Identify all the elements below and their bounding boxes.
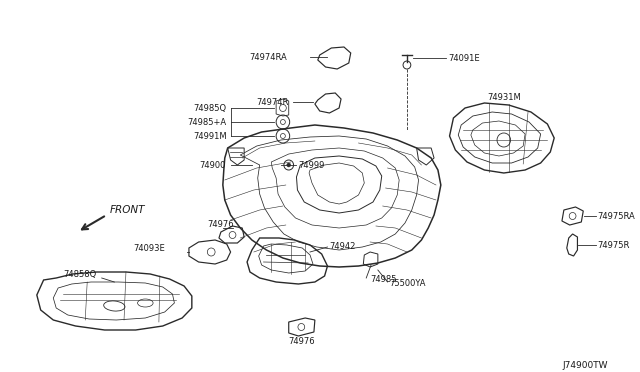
Circle shape — [287, 163, 291, 167]
Text: 74974RA: 74974RA — [249, 52, 287, 61]
Text: 74976: 74976 — [207, 219, 234, 228]
Text: 74093E: 74093E — [133, 244, 164, 253]
Text: 74991M: 74991M — [193, 131, 227, 141]
Text: 74985Q: 74985Q — [193, 103, 227, 112]
Text: 74931M: 74931M — [487, 93, 521, 102]
Text: 74985+A: 74985+A — [188, 118, 227, 126]
Text: 74975R: 74975R — [598, 241, 630, 250]
Text: 74975RA: 74975RA — [598, 212, 636, 221]
Text: 74942: 74942 — [330, 241, 356, 250]
Text: 74091E: 74091E — [449, 54, 480, 62]
Text: 74976: 74976 — [288, 337, 315, 346]
Text: 74999: 74999 — [298, 160, 324, 170]
Text: 74974R: 74974R — [257, 97, 289, 106]
Text: J74900TW: J74900TW — [563, 360, 609, 369]
Text: 75500YA: 75500YA — [390, 279, 426, 289]
Text: FRONT: FRONT — [109, 205, 145, 215]
Text: 74858Q: 74858Q — [63, 270, 97, 279]
Text: 74985: 74985 — [370, 276, 397, 285]
Text: 74900: 74900 — [200, 160, 226, 170]
